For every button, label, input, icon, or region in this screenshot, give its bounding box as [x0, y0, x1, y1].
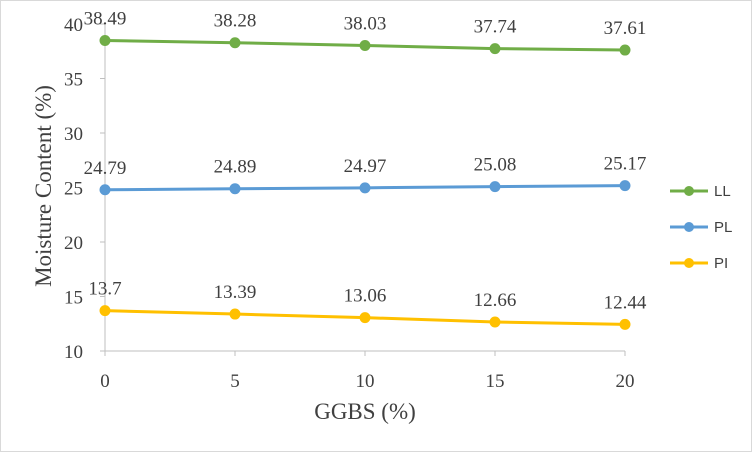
data-labels: 38.49 38.28 38.03 37.74 37.61 24.79 24.89 24.97… [84, 8, 647, 313]
data-point-pl [619, 180, 631, 192]
y-tick-label: 40 [64, 15, 83, 36]
series-pi [99, 305, 631, 330]
data-point-ll [229, 37, 241, 49]
data-label-ll: 37.74 [474, 17, 517, 38]
data-point-pi [359, 312, 371, 324]
x-tick-label: 15 [486, 371, 505, 392]
series-layer [99, 34, 631, 330]
data-point-pl [99, 184, 111, 196]
x-tick-label: 20 [616, 371, 635, 392]
series-pl [99, 180, 631, 196]
data-label-pi: 12.44 [604, 292, 647, 313]
data-point-pl [229, 183, 241, 195]
y-tick-label: 10 [64, 342, 83, 363]
data-label-pi: 13.39 [214, 282, 257, 303]
y-axis-title: Moisture Content (%) [31, 85, 56, 287]
data-point-pi [99, 305, 111, 317]
data-label-pl: 25.17 [604, 154, 647, 175]
data-label-pi: 13.06 [344, 286, 387, 307]
data-label-ll: 37.61 [604, 18, 647, 39]
legend-marker-ll [684, 186, 694, 196]
series-ll [99, 34, 631, 56]
y-tick-label: 30 [64, 124, 83, 145]
data-point-ll [489, 43, 501, 55]
data-label-pl: 24.97 [344, 156, 387, 177]
x-tick-label: 0 [100, 371, 110, 392]
data-label-pl: 24.79 [84, 158, 127, 179]
data-label-pl: 25.08 [474, 155, 517, 176]
legend-label-pi: PI [714, 255, 728, 272]
y-tick-label: 20 [64, 233, 83, 254]
legend-label-pl: PL [714, 219, 732, 236]
data-point-pl [359, 182, 371, 194]
data-label-pi: 12.66 [474, 290, 517, 311]
data-label-ll: 38.28 [214, 11, 257, 32]
data-point-ll [619, 44, 631, 56]
axes: 10 15 20 25 30 35 40 0 5 10 15 20 [64, 15, 635, 392]
legend-label-ll: LL [714, 183, 731, 200]
data-point-ll [359, 39, 371, 51]
y-tick-label: 25 [64, 179, 83, 200]
data-label-ll: 38.49 [84, 8, 127, 29]
legend-item-ll: LL [670, 183, 731, 200]
data-label-pi: 13.7 [88, 279, 121, 300]
data-point-pl [489, 181, 501, 193]
legend-marker-pi [684, 258, 694, 268]
y-tick-label: 15 [64, 288, 83, 309]
x-tick-label: 10 [356, 371, 375, 392]
data-point-pi [489, 316, 501, 328]
legend-item-pi: PI [670, 255, 728, 272]
y-tick-label: 35 [64, 70, 83, 91]
data-point-ll [99, 34, 111, 46]
x-axis-title: GGBS (%) [314, 399, 416, 424]
data-label-pl: 24.89 [214, 157, 257, 178]
legend-item-pl: PL [670, 219, 732, 236]
x-tick-label: 5 [230, 371, 240, 392]
data-label-ll: 38.03 [344, 13, 387, 34]
legend: LL PL PI [670, 183, 732, 272]
legend-marker-pl [684, 222, 694, 232]
data-point-pi [229, 308, 241, 320]
data-point-pi [619, 318, 631, 330]
